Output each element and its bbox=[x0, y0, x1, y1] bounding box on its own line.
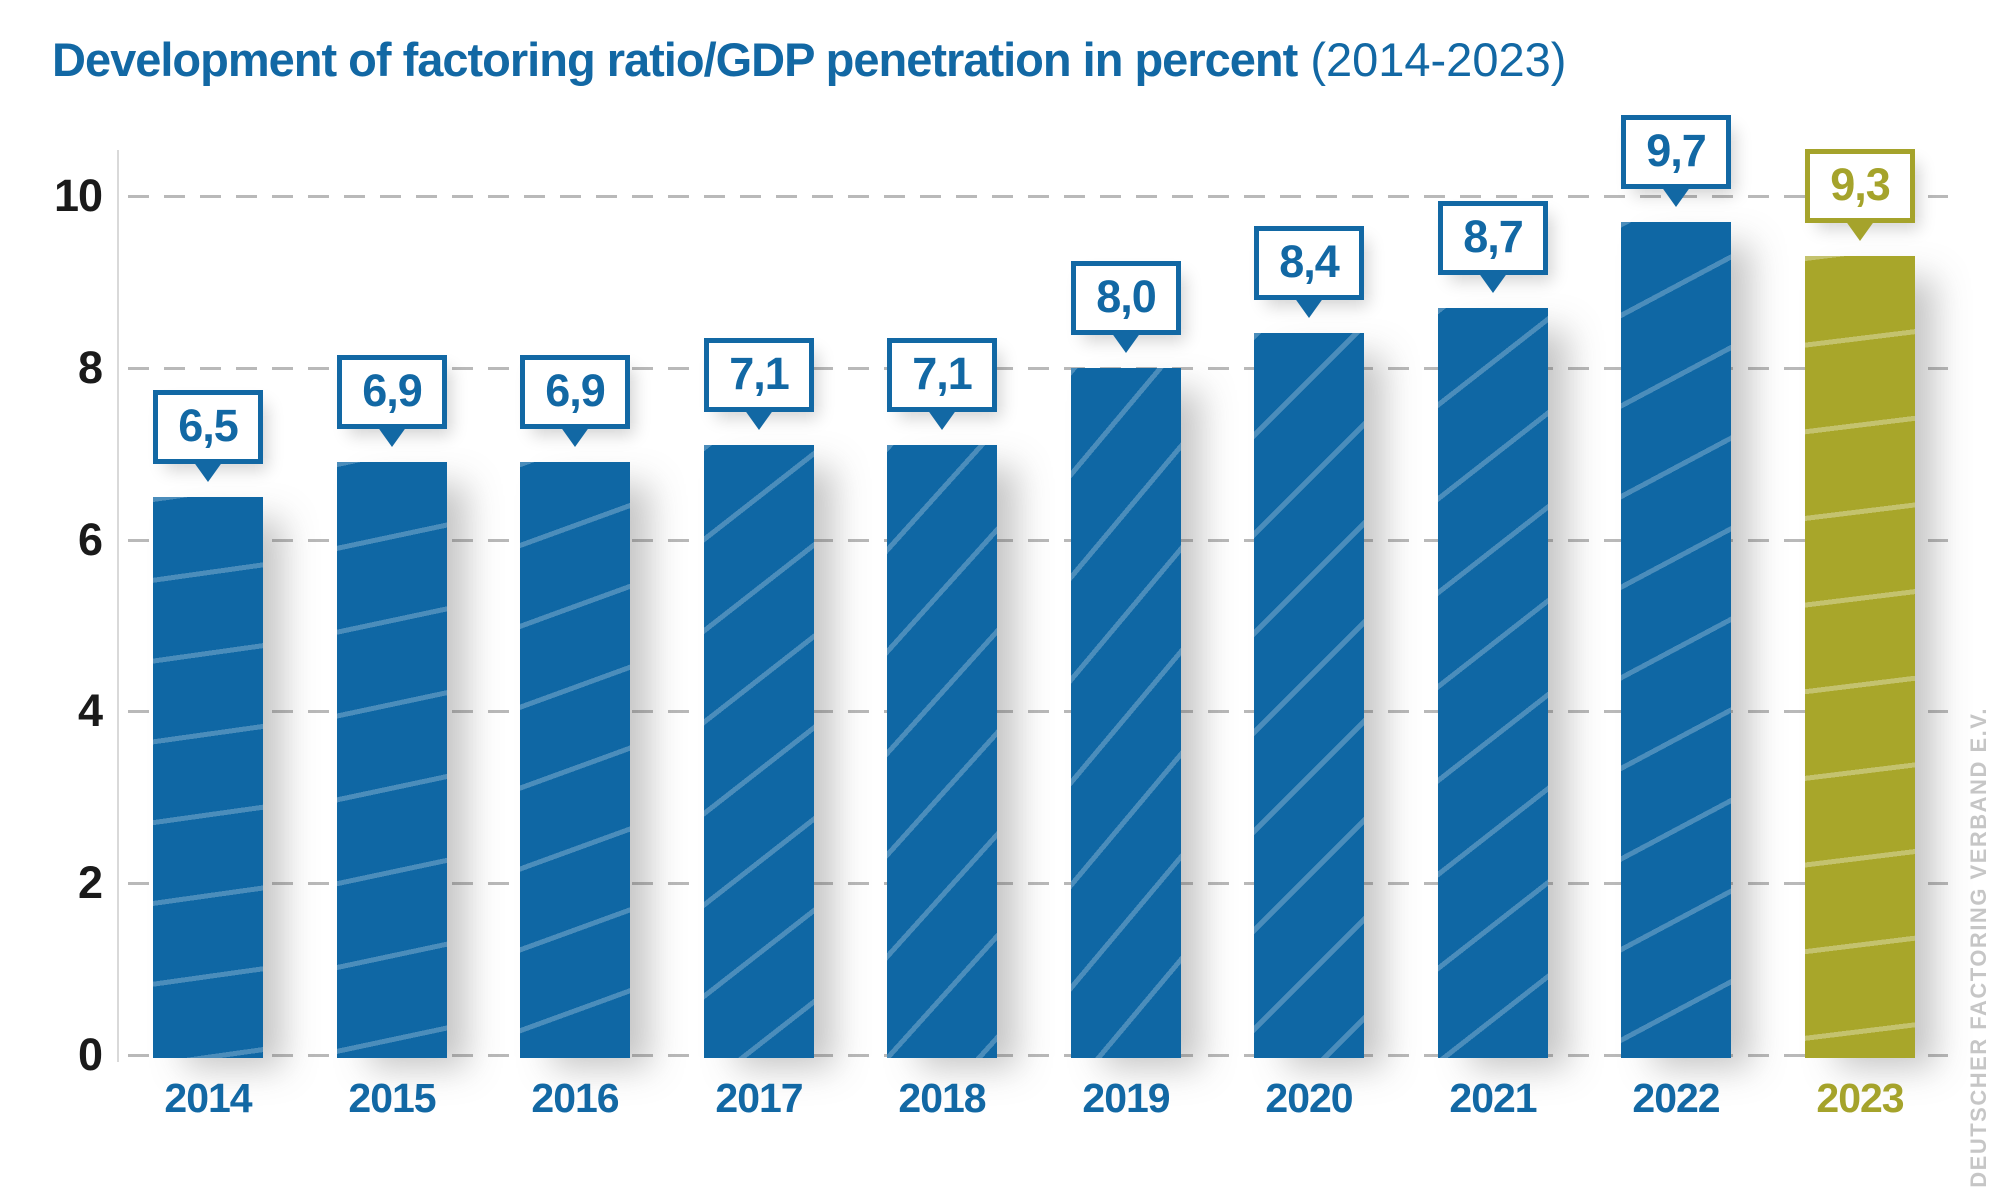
value-callout-2022: 9,7 bbox=[1621, 115, 1731, 189]
callout-pointer-2021 bbox=[1478, 272, 1508, 293]
publisher-watermark: DEUTSCHER FACTORING VERBAND E.V. bbox=[1966, 707, 1991, 1188]
x-tick-label-2021: 2021 bbox=[1449, 1075, 1537, 1121]
x-tick-label-2017: 2017 bbox=[715, 1075, 803, 1121]
y-tick-label-10: 10 bbox=[53, 170, 103, 221]
value-callout-2021: 8,7 bbox=[1438, 201, 1548, 275]
value-callout-2014: 6,5 bbox=[153, 390, 263, 464]
bar-2017 bbox=[704, 445, 814, 1058]
x-tick-label-2022: 2022 bbox=[1632, 1075, 1720, 1121]
value-callout-2016: 6,9 bbox=[520, 355, 630, 429]
y-tick-label-4: 4 bbox=[77, 685, 103, 736]
callout-pointer-2022 bbox=[1661, 186, 1691, 207]
value-callout-2015: 6,9 bbox=[337, 355, 447, 429]
gridline-10 bbox=[128, 195, 1948, 198]
bar-2014 bbox=[153, 497, 263, 1058]
callout-pointer-2015 bbox=[377, 426, 407, 447]
x-tick-label-2014: 2014 bbox=[164, 1075, 252, 1121]
bar-2016 bbox=[520, 462, 630, 1058]
value-callout-2023: 9,3 bbox=[1805, 149, 1915, 223]
callout-pointer-2020 bbox=[1294, 297, 1324, 318]
chart-title-years: (2014-2023) bbox=[1297, 33, 1567, 86]
y-tick-label-8: 8 bbox=[77, 342, 103, 393]
x-tick-label-2018: 2018 bbox=[898, 1075, 986, 1121]
x-tick-label-2023: 2023 bbox=[1816, 1075, 1904, 1121]
y-tick-label-6: 6 bbox=[77, 514, 103, 565]
gridline-6 bbox=[128, 539, 1948, 542]
value-callout-2017: 7,1 bbox=[704, 338, 814, 412]
bar-2019 bbox=[1071, 368, 1181, 1058]
callout-pointer-2018 bbox=[927, 409, 957, 430]
y-axis-line bbox=[117, 150, 119, 1062]
chart-title-main: Development of factoring ratio/GDP penet… bbox=[52, 33, 1298, 86]
chart-title: Development of factoring ratio/GDP penet… bbox=[52, 32, 1566, 87]
bar-2023 bbox=[1805, 256, 1915, 1058]
bar-2022 bbox=[1621, 222, 1731, 1058]
value-callout-2019: 8,0 bbox=[1071, 261, 1181, 335]
callout-pointer-2016 bbox=[560, 426, 590, 447]
gridline-0 bbox=[128, 1054, 1948, 1057]
value-callout-2018: 7,1 bbox=[887, 338, 997, 412]
callout-pointer-2017 bbox=[744, 409, 774, 430]
gridline-2 bbox=[128, 882, 1948, 885]
bar-2021 bbox=[1438, 308, 1548, 1058]
x-tick-label-2015: 2015 bbox=[348, 1075, 436, 1121]
bar-2018 bbox=[887, 445, 997, 1058]
bar-2020 bbox=[1254, 333, 1364, 1058]
x-tick-label-2019: 2019 bbox=[1082, 1075, 1170, 1121]
callout-pointer-2023 bbox=[1845, 220, 1875, 241]
callout-pointer-2014 bbox=[193, 461, 223, 482]
y-tick-label-0: 0 bbox=[77, 1029, 103, 1080]
x-tick-label-2016: 2016 bbox=[531, 1075, 619, 1121]
gridline-4 bbox=[128, 710, 1948, 713]
value-callout-2020: 8,4 bbox=[1254, 226, 1364, 300]
y-tick-label-2: 2 bbox=[77, 857, 103, 908]
callout-pointer-2019 bbox=[1111, 332, 1141, 353]
x-tick-label-2020: 2020 bbox=[1265, 1075, 1353, 1121]
bar-2015 bbox=[337, 462, 447, 1058]
gridline-8 bbox=[128, 367, 1948, 370]
